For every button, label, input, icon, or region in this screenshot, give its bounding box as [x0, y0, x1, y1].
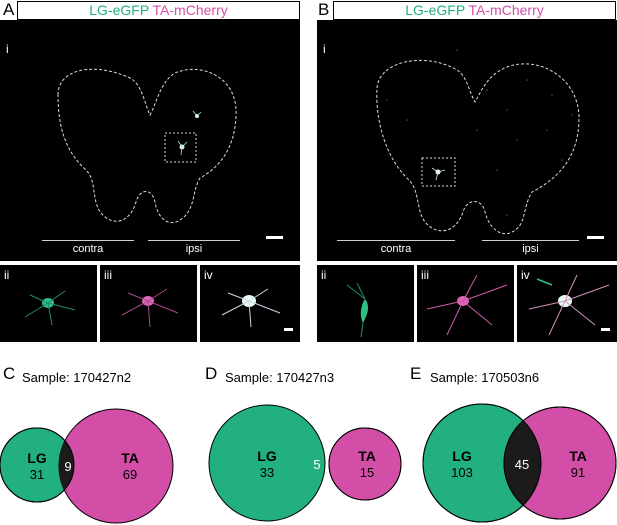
ta-neuron-image	[121, 288, 179, 328]
panel-letter-d: D	[205, 364, 218, 383]
panel-b-spinal-outline	[376, 49, 580, 235]
contra-label: contra	[380, 243, 412, 255]
ipsi-region-line	[482, 240, 579, 241]
panel-letter-b: B	[318, 0, 330, 19]
sample-id-d: Sample: 170427n3	[225, 370, 335, 385]
scale-bar	[587, 236, 604, 239]
panel-a-main-subpanel-label: i	[6, 42, 9, 56]
contra-region-line	[337, 240, 455, 241]
sample-id-c: Sample: 170427n2	[22, 370, 132, 385]
venn-diagram-c: LG 31 9 TA 69	[0, 408, 174, 524]
ta-count: 15	[360, 465, 374, 480]
sample-id-e: Sample: 170503n6	[430, 370, 540, 385]
panel-a-main-micrograph: i contra ipsi	[0, 20, 300, 261]
inset-scale-bar	[601, 328, 610, 331]
merged-neuron-image	[528, 274, 610, 336]
lg-label: LG	[27, 450, 47, 466]
panel-a-channel-header: LG-eGFP TA-mCherry	[17, 1, 300, 20]
lg-label: LG	[257, 448, 277, 464]
lg-egfp-label: LG-eGFP	[89, 2, 149, 18]
inset-scale-bar	[284, 328, 293, 331]
panel-b-inset-ii: ii	[317, 265, 414, 342]
inset-iii-label: iii	[421, 268, 429, 282]
overlap-count: 9	[64, 459, 71, 474]
ta-neuron-image	[426, 274, 508, 336]
lg-circle	[208, 404, 326, 522]
inset-ii-label: ii	[321, 268, 327, 282]
inset-ii-label: ii	[4, 268, 10, 282]
ipsi-label: ipsi	[522, 243, 539, 255]
ta-label: TA	[569, 448, 587, 464]
panel-a-inset-ii: ii	[0, 265, 97, 342]
panel-letter-c: C	[3, 364, 16, 383]
panel-a-inset-iv: iv	[200, 265, 300, 342]
inset-iv-label: iv	[204, 268, 213, 282]
panel-b-inset-iii: iii	[417, 265, 514, 342]
panel-b-inset-iv: iv	[517, 265, 617, 342]
panel-letter-a: A	[3, 0, 15, 19]
ta-label: TA	[358, 448, 376, 464]
lg-neuron-image	[346, 282, 369, 338]
ta-circle	[58, 408, 174, 524]
inset-iv-label: iv	[521, 268, 530, 282]
merged-neuron-image	[221, 288, 281, 328]
ta-count: 69	[123, 467, 137, 482]
panel-a-spinal-outline	[57, 68, 237, 224]
panel-b-main-micrograph: i contra ipsi	[317, 20, 617, 261]
lg-neuron-image	[24, 290, 76, 326]
overlap-count: 45	[515, 457, 529, 472]
scale-bar	[266, 236, 283, 239]
contra-region-line	[42, 240, 134, 241]
lg-egfp-label: LG-eGFP	[405, 2, 465, 18]
contra-label: contra	[72, 243, 104, 255]
venn-diagram-e: LG 103 45 TA 91	[422, 403, 617, 523]
ta-mcherry-label: TA-mCherry	[468, 2, 544, 18]
lg-label: LG	[452, 448, 472, 464]
ta-label: TA	[121, 450, 139, 466]
ta-count: 91	[571, 465, 585, 480]
panel-b-main-subpanel-label: i	[323, 42, 326, 56]
inset-iii-label: iii	[104, 268, 112, 282]
lg-count: 33	[260, 465, 274, 480]
lg-count: 103	[451, 465, 473, 480]
panel-letter-e: E	[410, 364, 422, 383]
venn-diagram-d: LG 33 5 TA 15	[208, 404, 402, 522]
ta-mcherry-label: TA-mCherry	[152, 2, 228, 18]
lg-count: 31	[30, 467, 44, 482]
ipsi-region-line	[148, 240, 240, 241]
ipsi-label: ipsi	[185, 243, 203, 255]
overlap-count: 5	[313, 457, 320, 472]
panel-a-inset-iii: iii	[100, 265, 197, 342]
panel-b-channel-header: LG-eGFP TA-mCherry	[333, 1, 616, 20]
